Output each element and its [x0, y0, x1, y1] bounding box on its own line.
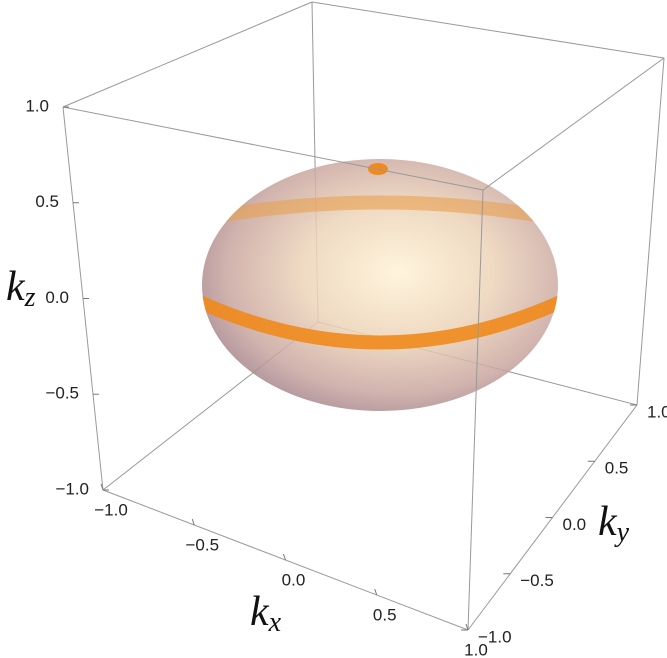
x-label-sub: x: [268, 607, 282, 638]
y-tick-label: 1.0: [647, 402, 667, 421]
x-tick: [283, 553, 286, 561]
y-tick-label: −1.0: [478, 627, 512, 646]
z-tick-label: 1.0: [25, 96, 49, 115]
band-lower: [202, 293, 558, 350]
x-tick: [100, 483, 104, 491]
y-tick-label: −0.5: [520, 571, 554, 590]
x-tick-label: 0.5: [373, 605, 397, 624]
x-label-base: k: [250, 589, 270, 635]
z-label-sub: z: [24, 282, 36, 313]
z-tick-label: −1.0: [55, 479, 89, 498]
x-tick-label: 1.0: [464, 640, 488, 658]
box-edge: [311, 1, 665, 59]
y-tick-label: 0.0: [563, 515, 587, 534]
box-edge: [636, 57, 665, 406]
z-tick-label: 0.5: [35, 192, 59, 211]
y-label-sub: y: [614, 517, 630, 548]
x-tick-label: −0.5: [185, 535, 219, 554]
band-upper: [202, 195, 558, 227]
box-edge: [482, 57, 665, 191]
ellipsoid-surface: [202, 159, 558, 411]
ellipsoid: [202, 159, 558, 411]
y-tick-label: 0.5: [605, 459, 629, 478]
x-tick: [465, 623, 469, 631]
x-tick: [191, 518, 195, 526]
x-tick-label: −1.0: [94, 500, 128, 519]
box-edge: [62, 106, 484, 191]
x-tick-label: 0.0: [282, 570, 306, 589]
box-edge: [62, 1, 313, 108]
z-tick-label: −0.5: [45, 384, 79, 403]
z-tick-label: 0.0: [45, 288, 69, 307]
y-axis-label: ky: [598, 499, 630, 549]
z-axis-label: kz: [6, 264, 36, 314]
box-edge: [467, 189, 484, 631]
x-tick: [374, 588, 378, 596]
z-label-base: k: [6, 264, 26, 310]
y-label-base: k: [598, 499, 618, 545]
box-front: −1.0−0.50.00.51.0−1.0−0.50.00.51.0−1.0−0…: [25, 1, 667, 658]
x-axis-label: kx: [250, 589, 282, 639]
